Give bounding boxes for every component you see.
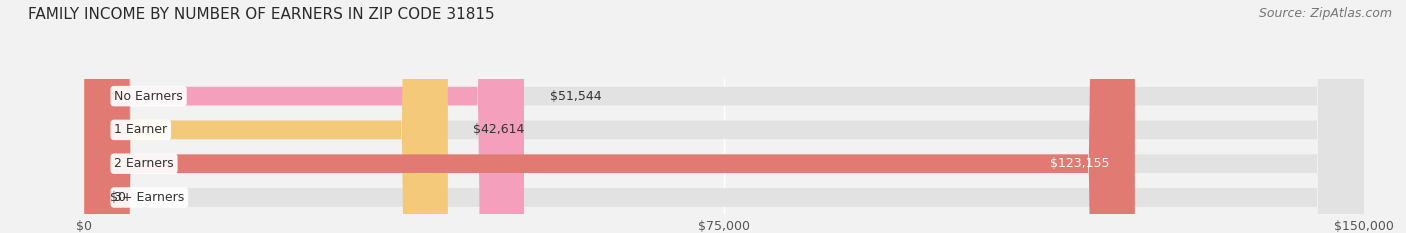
FancyBboxPatch shape — [84, 0, 524, 233]
FancyBboxPatch shape — [84, 0, 1364, 233]
FancyBboxPatch shape — [84, 0, 1135, 233]
Text: $123,155: $123,155 — [1050, 157, 1109, 170]
Text: 1 Earner: 1 Earner — [114, 123, 167, 136]
FancyBboxPatch shape — [84, 0, 1364, 233]
Text: No Earners: No Earners — [114, 90, 183, 103]
Text: $0: $0 — [110, 191, 127, 204]
Text: Source: ZipAtlas.com: Source: ZipAtlas.com — [1258, 7, 1392, 20]
Text: 3+ Earners: 3+ Earners — [114, 191, 184, 204]
Text: FAMILY INCOME BY NUMBER OF EARNERS IN ZIP CODE 31815: FAMILY INCOME BY NUMBER OF EARNERS IN ZI… — [28, 7, 495, 22]
Text: 2 Earners: 2 Earners — [114, 157, 174, 170]
FancyBboxPatch shape — [84, 0, 449, 233]
FancyBboxPatch shape — [84, 0, 1364, 233]
Text: $51,544: $51,544 — [550, 90, 602, 103]
Text: $42,614: $42,614 — [474, 123, 524, 136]
FancyBboxPatch shape — [84, 0, 1364, 233]
